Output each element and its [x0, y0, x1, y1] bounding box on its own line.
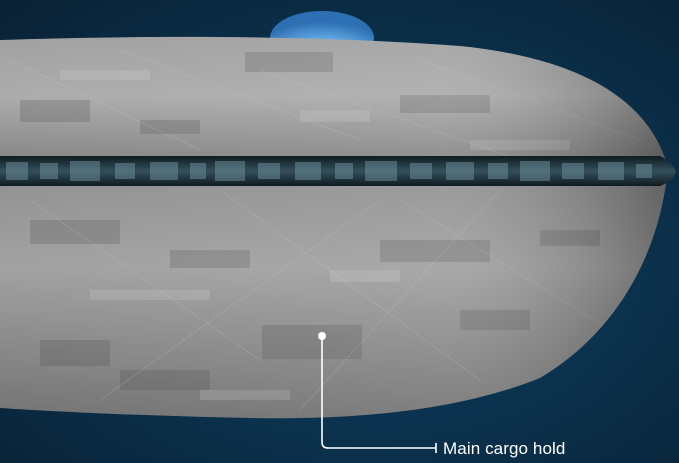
callout-label-main-cargo-hold: Main cargo hold [443, 439, 566, 458]
callout-main-cargo-hold [318, 332, 437, 453]
callout-line [321, 336, 436, 449]
window-band [0, 156, 676, 186]
